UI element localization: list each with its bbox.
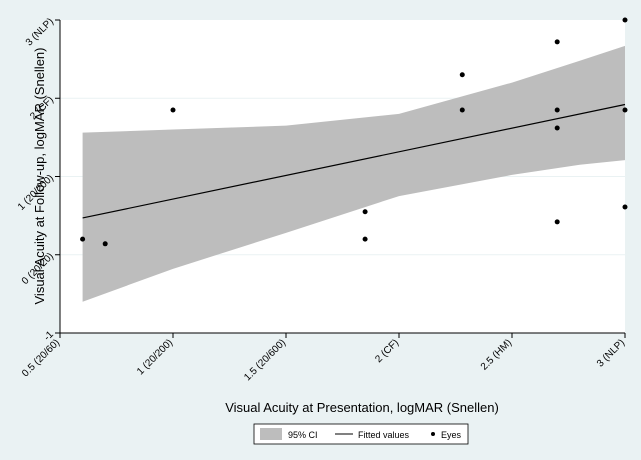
- data-point: [459, 107, 465, 113]
- data-point: [554, 219, 560, 225]
- fitted-line-layer: [82, 103, 626, 219]
- legend-box: [253, 423, 469, 445]
- data-point: [362, 209, 368, 215]
- x-tick-label: 2.5 (HM): [479, 337, 514, 372]
- x-tick-label: 1 (20/200): [135, 337, 175, 377]
- data-point: [622, 17, 628, 23]
- y-tick-label: 3 (NLP): [24, 16, 56, 48]
- ci-band-layer: [82, 45, 626, 302]
- x-tick-label: 2 (CF): [373, 337, 401, 365]
- legend: 95% CI Fitted values Eyes: [253, 423, 469, 445]
- x-axis-title: Visual Acuity at Presentation, logMAR (S…: [225, 400, 499, 415]
- fitted-line: [82, 103, 626, 219]
- data-point: [554, 39, 560, 45]
- x-tick-label: 0.5 (20/60): [20, 337, 62, 379]
- legend-fitted-label: Fitted values: [358, 430, 410, 440]
- data-point: [554, 107, 560, 113]
- y-axis-title: Visual Acuity at Follow-up, logMAR (Snel…: [32, 48, 47, 305]
- data-point: [362, 236, 368, 242]
- legend-eyes-label: Eyes: [441, 430, 462, 440]
- x-tick-label: 3 (NLP): [595, 337, 627, 369]
- legend-ci-swatch: [260, 428, 282, 440]
- points-layer: [80, 17, 628, 247]
- data-point: [554, 125, 560, 131]
- ci-band: [82, 45, 626, 302]
- data-point: [102, 241, 108, 247]
- data-point: [459, 72, 465, 78]
- legend-ci-label: 95% CI: [288, 430, 318, 440]
- data-point: [80, 236, 86, 242]
- data-point: [170, 107, 176, 113]
- data-point: [622, 107, 628, 113]
- legend-point-swatch: [431, 432, 435, 436]
- x-tick-label: 1.5 (20/600): [242, 337, 288, 383]
- data-point: [622, 204, 628, 210]
